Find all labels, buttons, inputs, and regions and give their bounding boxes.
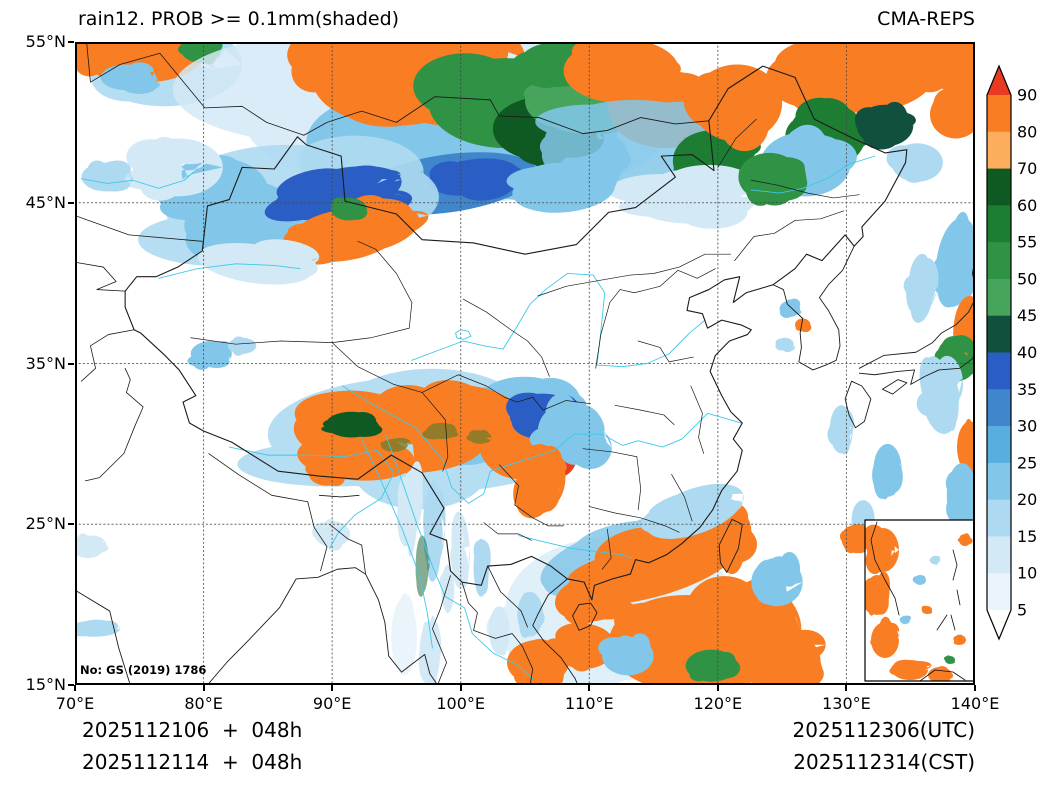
colorbar-segment bbox=[987, 242, 1011, 280]
x-tick-mark bbox=[716, 685, 719, 691]
x-tick-label: 140°E bbox=[950, 694, 1000, 713]
model-name: CMA-REPS bbox=[877, 8, 975, 30]
init-time-utc: 2025112106 + 048h bbox=[82, 718, 303, 742]
x-tick-label: 110°E bbox=[564, 694, 614, 713]
colorbar-segment bbox=[987, 352, 1011, 390]
y-tick-mark bbox=[68, 362, 74, 365]
y-tick-mark bbox=[68, 201, 74, 204]
x-tick-mark bbox=[588, 685, 591, 691]
init-time-cst: 2025112114 + 048h bbox=[82, 750, 303, 774]
colorbar: 90 80 70 60 55 50 45 40 35 30 25 20 15 10 5 bbox=[986, 64, 1048, 646]
colorbar-tick-label: 25 bbox=[1017, 453, 1037, 472]
y-tick-mark bbox=[68, 523, 74, 526]
x-tick-mark bbox=[74, 685, 76, 691]
colorbar-tick-label: 70 bbox=[1017, 159, 1037, 178]
colorbar-tick-label: 15 bbox=[1017, 527, 1037, 546]
x-tick-mark bbox=[974, 685, 976, 691]
x-tick-label: 90°E bbox=[312, 694, 352, 713]
chart-title: rain12. PROB >= 0.1mm(shaded) bbox=[78, 8, 400, 30]
y-tick-mark bbox=[68, 684, 74, 686]
colorbar-svg: 90 80 70 60 55 50 45 40 35 30 25 20 15 10 5 bbox=[986, 64, 1037, 641]
colorbar-tick-label: 35 bbox=[1017, 380, 1037, 399]
colorbar-segment bbox=[987, 278, 1011, 317]
valid-time-cst: 2025112314(CST) bbox=[793, 750, 975, 774]
x-tick-mark bbox=[202, 685, 205, 691]
colorbar-tick-label: 5 bbox=[1017, 601, 1027, 620]
colorbar-tick-label: 60 bbox=[1017, 196, 1037, 215]
x-tick-mark bbox=[331, 685, 334, 691]
colorbar-segment bbox=[987, 168, 1011, 206]
valid-time-utc: 2025112306(UTC) bbox=[792, 718, 976, 742]
x-tick-mark bbox=[845, 685, 848, 691]
colorbar-segment bbox=[987, 95, 1011, 133]
map-license-label: No: GS (2019) 1786 bbox=[80, 663, 207, 677]
y-tick-label: 55°N bbox=[25, 32, 66, 51]
y-tick-mark bbox=[68, 41, 74, 43]
x-tick-mark bbox=[459, 685, 462, 691]
colorbar-outline bbox=[986, 64, 1012, 641]
colorbar-segment bbox=[987, 462, 1011, 501]
colorbar-segment bbox=[987, 389, 1011, 427]
colorbar-segment bbox=[987, 315, 1011, 354]
map-canvas bbox=[75, 42, 975, 685]
colorbar-tick-label: 55 bbox=[1017, 233, 1037, 252]
colorbar-tick-label: 50 bbox=[1017, 269, 1037, 288]
y-tick-label: 45°N bbox=[25, 192, 66, 212]
colorbar-tick-label: 40 bbox=[1017, 343, 1037, 362]
map-plot-area bbox=[75, 42, 975, 685]
colorbar-tick-label: 45 bbox=[1017, 306, 1037, 325]
colorbar-over-arrow bbox=[987, 66, 1011, 95]
x-tick-label: 70°E bbox=[55, 694, 95, 713]
y-tick-label: 15°N bbox=[25, 675, 66, 694]
colorbar-segment bbox=[987, 205, 1011, 243]
colorbar-segment bbox=[987, 426, 1011, 464]
colorbar-segment bbox=[987, 536, 1011, 574]
colorbar-tick-label: 20 bbox=[1017, 490, 1037, 509]
colorbar-tick-label: 30 bbox=[1017, 417, 1037, 436]
x-tick-label: 120°E bbox=[693, 694, 743, 713]
x-tick-label: 100°E bbox=[436, 694, 486, 713]
colorbar-under-arrow bbox=[987, 610, 1011, 639]
colorbar-segment bbox=[987, 499, 1011, 538]
colorbar-segment bbox=[987, 573, 1011, 611]
colorbar-tick-label: 10 bbox=[1017, 564, 1037, 583]
x-tick-label: 130°E bbox=[822, 694, 871, 713]
y-tick-label: 35°N bbox=[25, 353, 66, 373]
colorbar-tick-label: 90 bbox=[1017, 86, 1037, 105]
colorbar-tick-label: 80 bbox=[1017, 122, 1037, 141]
colorbar-segment bbox=[987, 131, 1011, 170]
x-tick-label: 80°E bbox=[184, 694, 223, 713]
y-tick-label: 25°N bbox=[25, 514, 66, 534]
